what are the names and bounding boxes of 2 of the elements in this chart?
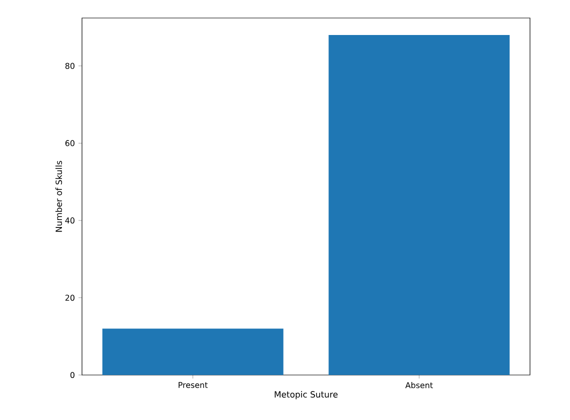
- x-axis-title: Metopic Suture: [274, 391, 338, 400]
- y-axis-title: Number of Skulls: [55, 160, 62, 232]
